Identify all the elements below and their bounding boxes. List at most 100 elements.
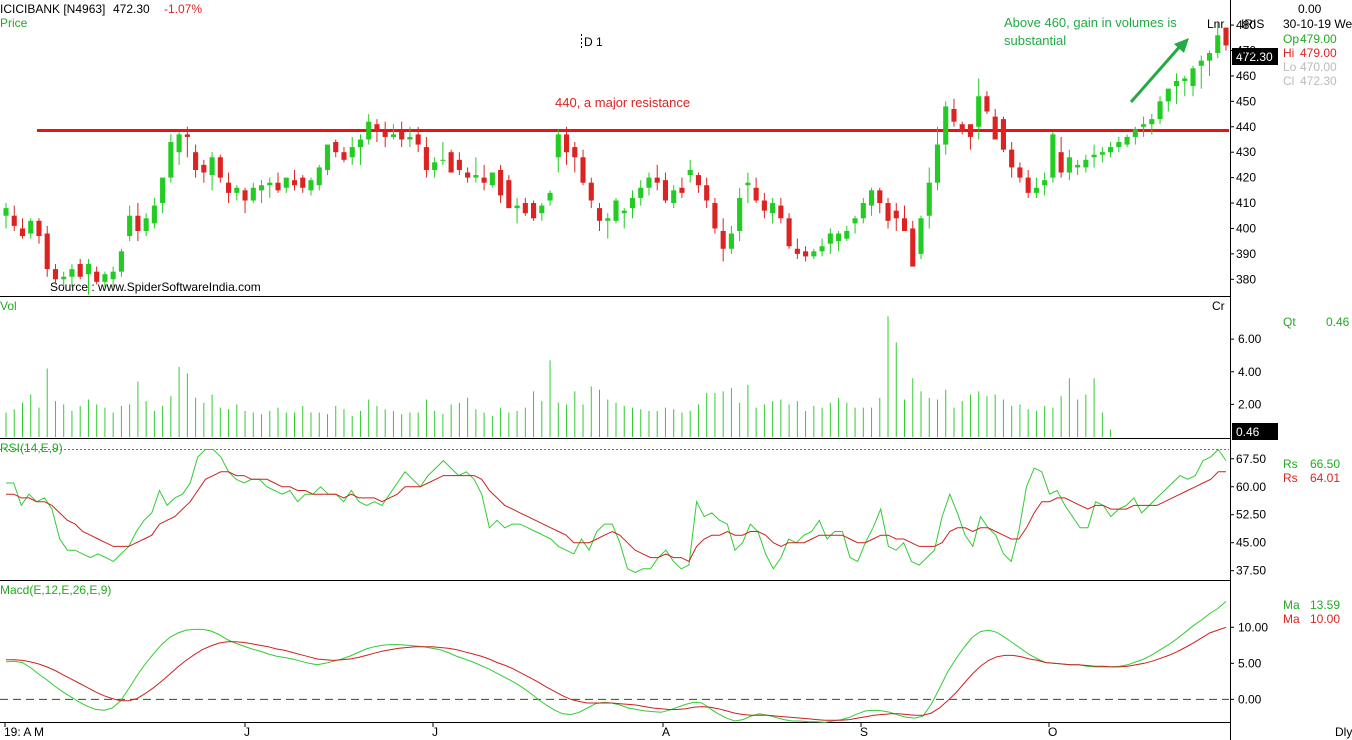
candle-body xyxy=(572,147,578,158)
candle xyxy=(1149,114,1155,135)
macd-readout: Ma 13.59 Ma 10.00 xyxy=(1283,598,1340,626)
candle xyxy=(366,114,372,145)
candle-body xyxy=(415,134,421,145)
candle-body xyxy=(28,220,34,234)
candle xyxy=(85,258,91,295)
candle-body xyxy=(596,208,603,221)
candle-body xyxy=(1075,164,1081,168)
candle xyxy=(1017,162,1023,183)
candle xyxy=(1033,177,1039,198)
candle xyxy=(638,180,644,206)
candle-body xyxy=(901,218,908,231)
candle-body xyxy=(547,192,553,201)
candle-body xyxy=(366,121,372,140)
vol-tag: 0.46 xyxy=(1236,425,1260,439)
candle-body xyxy=(778,205,784,219)
x-tick-label: S xyxy=(860,725,868,739)
candle-body xyxy=(176,134,182,153)
candle xyxy=(761,192,767,219)
candle-body xyxy=(588,182,594,201)
price-tick-label: 440 xyxy=(1236,120,1256,134)
candle-body xyxy=(300,177,306,188)
candle-body xyxy=(291,180,298,186)
candle xyxy=(745,172,751,204)
candle-body xyxy=(720,230,726,249)
macd-value-label: Ma xyxy=(1283,598,1300,612)
brand-label: IRIS xyxy=(1241,17,1264,31)
candle xyxy=(349,136,355,165)
rsi-signal-line xyxy=(6,471,1226,563)
candle-body xyxy=(836,233,842,242)
candle xyxy=(448,149,454,173)
rsi-tick-label: 67.50 xyxy=(1236,452,1266,466)
candle-body xyxy=(102,274,108,282)
candle xyxy=(481,164,487,191)
candle xyxy=(605,213,611,239)
x-tick-label: J xyxy=(432,725,438,739)
candle-body xyxy=(638,187,644,198)
candle-body xyxy=(473,175,479,178)
candle-body xyxy=(324,144,331,170)
candle-body xyxy=(671,190,677,204)
candle xyxy=(300,175,306,193)
candle xyxy=(844,225,850,242)
candle xyxy=(629,190,636,219)
candle xyxy=(473,157,479,183)
candle xyxy=(3,203,9,229)
candle xyxy=(918,215,924,259)
candle-body xyxy=(143,218,149,231)
candle-body xyxy=(1190,68,1196,87)
candle xyxy=(1025,169,1031,198)
rsi-tick-label: 45.00 xyxy=(1236,536,1266,550)
candle-body xyxy=(382,131,388,137)
candle xyxy=(242,187,248,214)
candle-body xyxy=(1165,88,1171,102)
x-tick-label: A xyxy=(662,725,670,739)
price-tick-label: 390 xyxy=(1236,247,1256,261)
ohlc-label: Lo xyxy=(1283,60,1297,74)
candle xyxy=(778,197,784,224)
candle xyxy=(407,126,413,148)
macd-tick-label: 10.00 xyxy=(1238,620,1268,634)
candle xyxy=(184,126,190,158)
candle-body xyxy=(184,134,190,137)
candle xyxy=(11,205,17,231)
candle-body xyxy=(333,142,339,153)
candle xyxy=(1223,27,1229,51)
candle-body xyxy=(1058,152,1064,173)
candle xyxy=(374,119,380,143)
rsi-value: 64.01 xyxy=(1310,471,1340,485)
rsi-axis: 37.50 45.00 52.50 60.00 67.50 xyxy=(0,448,1266,578)
candle-body xyxy=(1000,119,1006,150)
candle xyxy=(695,172,701,193)
candle-body xyxy=(1223,27,1229,46)
macd-lines xyxy=(5,601,1227,723)
candle-body xyxy=(489,172,495,186)
candle xyxy=(753,177,759,204)
rsi-tick-label: 37.50 xyxy=(1236,564,1266,578)
candle xyxy=(737,187,743,242)
candle xyxy=(1066,149,1072,181)
candle-body xyxy=(432,162,438,170)
candle-body xyxy=(135,215,141,231)
candle xyxy=(967,124,974,150)
candle xyxy=(852,215,858,234)
candle xyxy=(127,205,133,242)
candle-body xyxy=(1066,157,1072,173)
candle xyxy=(860,197,866,224)
candle xyxy=(1050,131,1056,183)
candle xyxy=(712,197,718,234)
candle-body xyxy=(127,215,133,237)
candle xyxy=(160,177,166,214)
candle xyxy=(1000,116,1006,153)
candle xyxy=(646,172,652,196)
candle-body xyxy=(1099,152,1105,155)
candle-body xyxy=(1132,129,1138,137)
last-price: 472.30 xyxy=(113,2,150,16)
candle-body xyxy=(465,172,471,178)
candle xyxy=(168,134,174,183)
candle xyxy=(984,91,990,115)
candle xyxy=(943,101,949,155)
rsi-lines xyxy=(6,448,1227,574)
candle xyxy=(432,157,438,178)
